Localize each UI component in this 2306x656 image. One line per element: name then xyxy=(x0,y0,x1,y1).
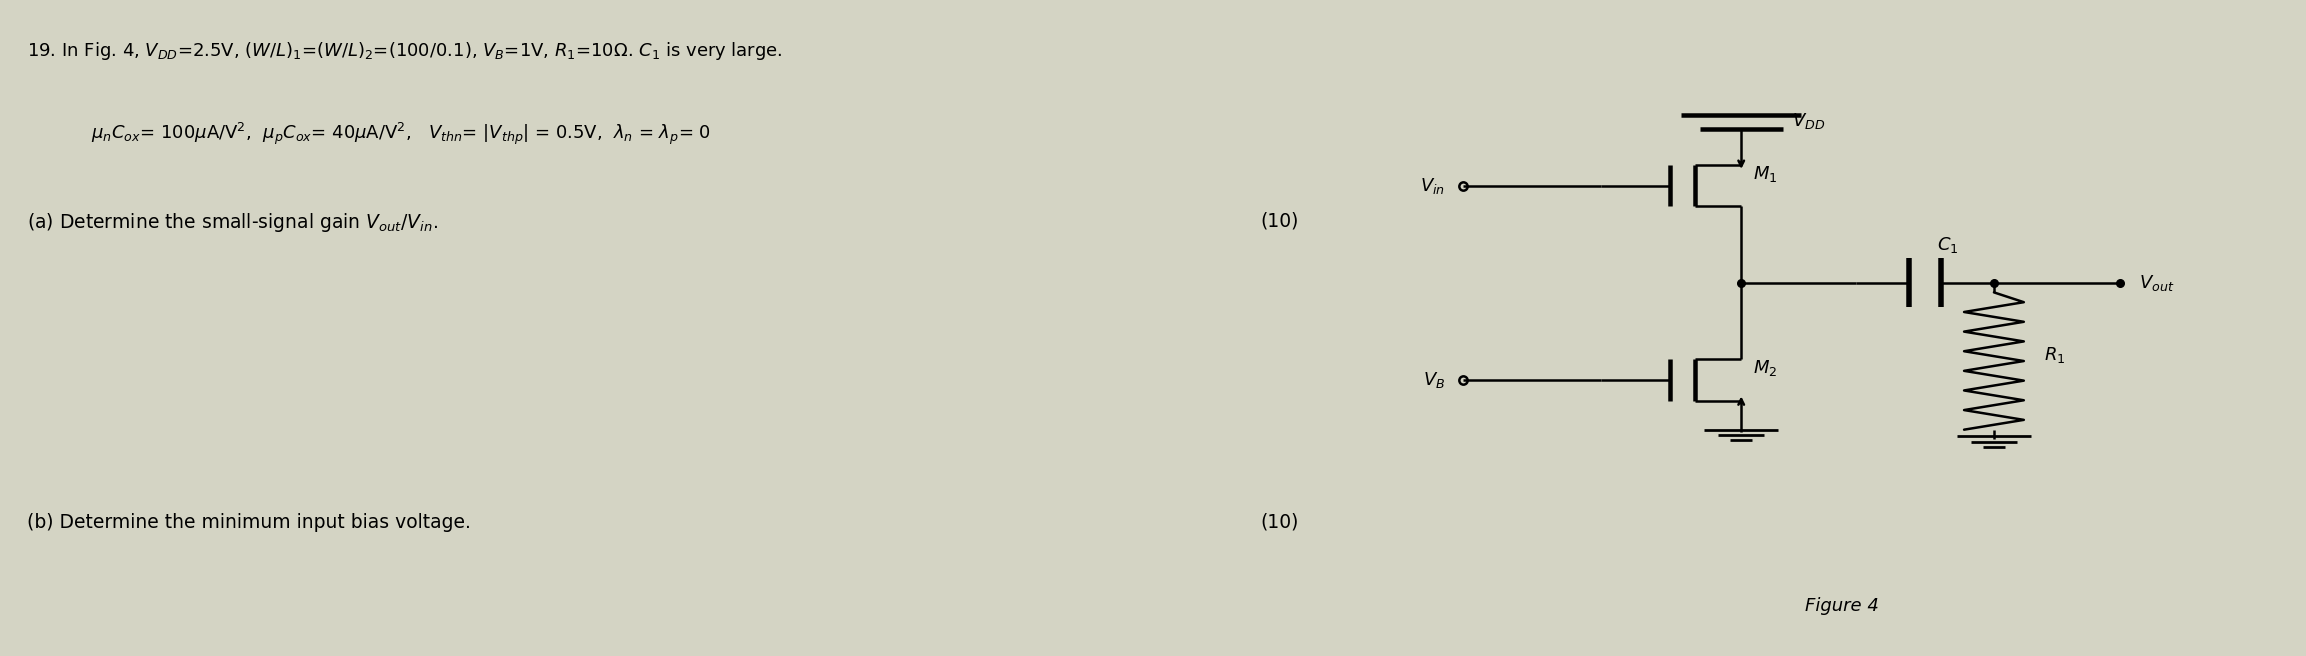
Text: $C_1$: $C_1$ xyxy=(1937,235,1958,255)
Text: $V_{out}$: $V_{out}$ xyxy=(2138,273,2175,293)
Text: (10): (10) xyxy=(1259,211,1298,230)
Text: $\mu_n C_{ox}$= 100$\mu$A/V$^2$,  $\mu_p C_{ox}$= 40$\mu$A/V$^2$,   $V_{thn}$= |: $\mu_n C_{ox}$= 100$\mu$A/V$^2$, $\mu_p … xyxy=(92,121,710,147)
Text: $M_2$: $M_2$ xyxy=(1753,358,1778,378)
Text: (b) Determine the minimum input bias voltage.: (b) Determine the minimum input bias vol… xyxy=(28,512,470,531)
Text: (10): (10) xyxy=(1259,512,1298,531)
Text: $R_1$: $R_1$ xyxy=(2045,344,2066,365)
Text: $M_1$: $M_1$ xyxy=(1753,164,1778,184)
Text: $V_{in}$: $V_{in}$ xyxy=(1420,176,1446,195)
Text: (a) Determine the small-signal gain $V_{out}$/$V_{in}$.: (a) Determine the small-signal gain $V_{… xyxy=(28,211,438,234)
Text: $V_B$: $V_B$ xyxy=(1423,370,1446,390)
Text: 19. In Fig. 4, $V_{DD}$=2.5V, $(W/L)_1$=$(W/L)_2$=(100/0.1), $V_B$=1V, $R_1$=10$: 19. In Fig. 4, $V_{DD}$=2.5V, $(W/L)_1$=… xyxy=(28,40,782,62)
Text: $V_{DD}$: $V_{DD}$ xyxy=(1792,112,1824,131)
Text: Figure 4: Figure 4 xyxy=(1806,598,1879,615)
